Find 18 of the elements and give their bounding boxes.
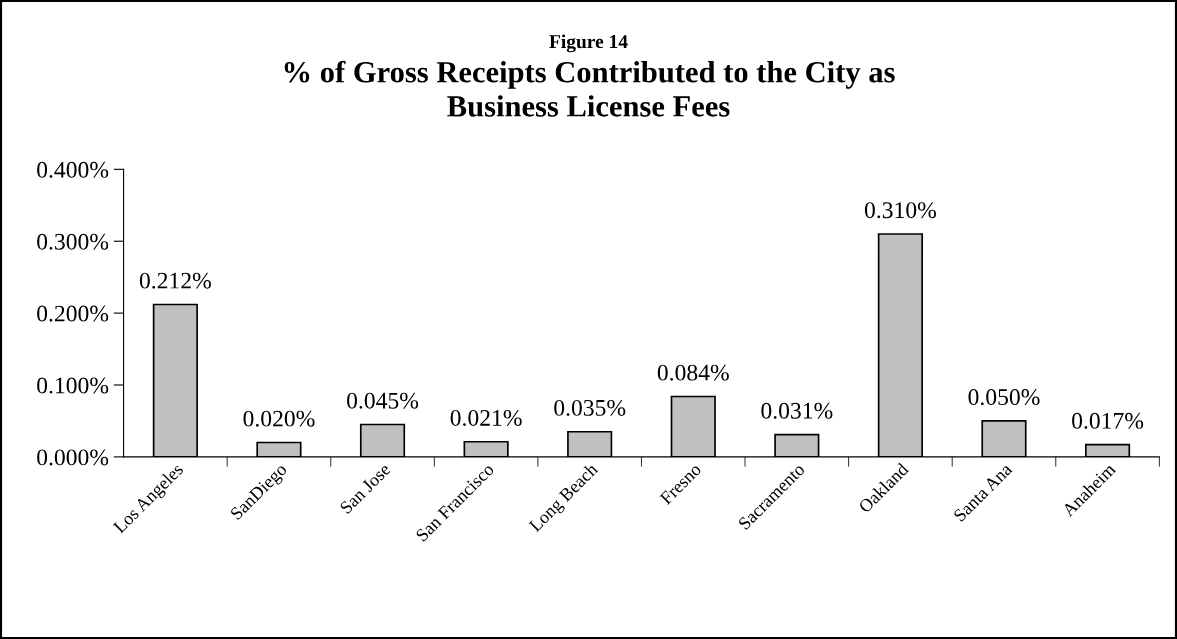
y-tick-label: 0.300% — [37, 233, 109, 250]
data-label: 0.212% — [139, 272, 211, 289]
data-label: 0.084% — [657, 364, 729, 381]
data-label: 0.021% — [450, 409, 522, 426]
x-tick-label: San Jose — [339, 462, 392, 515]
y-tick-label: 0.000% — [37, 449, 109, 466]
data-label: 0.031% — [761, 402, 833, 419]
chart-title: Figure 14 — [549, 34, 628, 53]
data-label: 0.017% — [1072, 412, 1144, 429]
data-label: 0.035% — [554, 399, 626, 416]
data-label: 0.020% — [243, 410, 315, 427]
data-label: 0.310% — [864, 202, 936, 219]
y-tick-label: 0.200% — [37, 305, 109, 322]
data-label: 0.045% — [347, 392, 419, 409]
y-tick-label: 0.400% — [37, 161, 109, 178]
y-tick-label: 0.100% — [37, 377, 109, 394]
chart-subtitle: % of Gross Receipts Contributed to the City as Business License Fees — [284, 60, 895, 117]
data-label: 0.050% — [968, 389, 1040, 406]
